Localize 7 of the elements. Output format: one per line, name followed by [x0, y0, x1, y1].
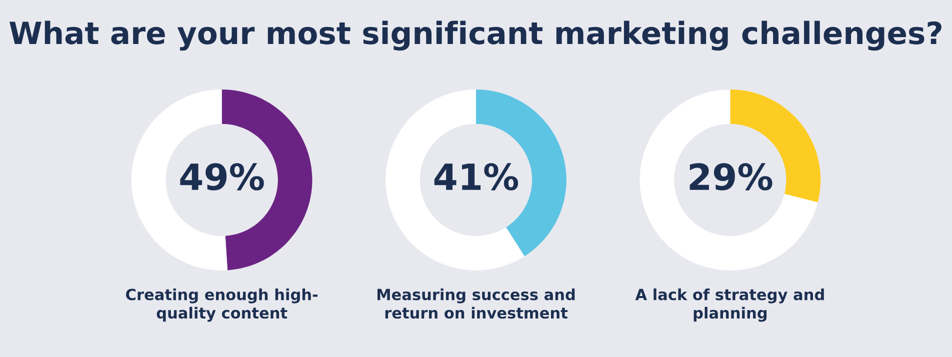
data-label: 29% [690, 163, 772, 190]
text: Measuring success and return on investment [377, 288, 575, 319]
text: What are your most significant marketing challenges? [10, 20, 942, 51]
data-label: 41% [434, 163, 518, 190]
data-label: 49% [180, 163, 264, 190]
text: A lack of strategy and planning [635, 288, 824, 322]
text: Creating enough high- quality content [126, 288, 318, 322]
